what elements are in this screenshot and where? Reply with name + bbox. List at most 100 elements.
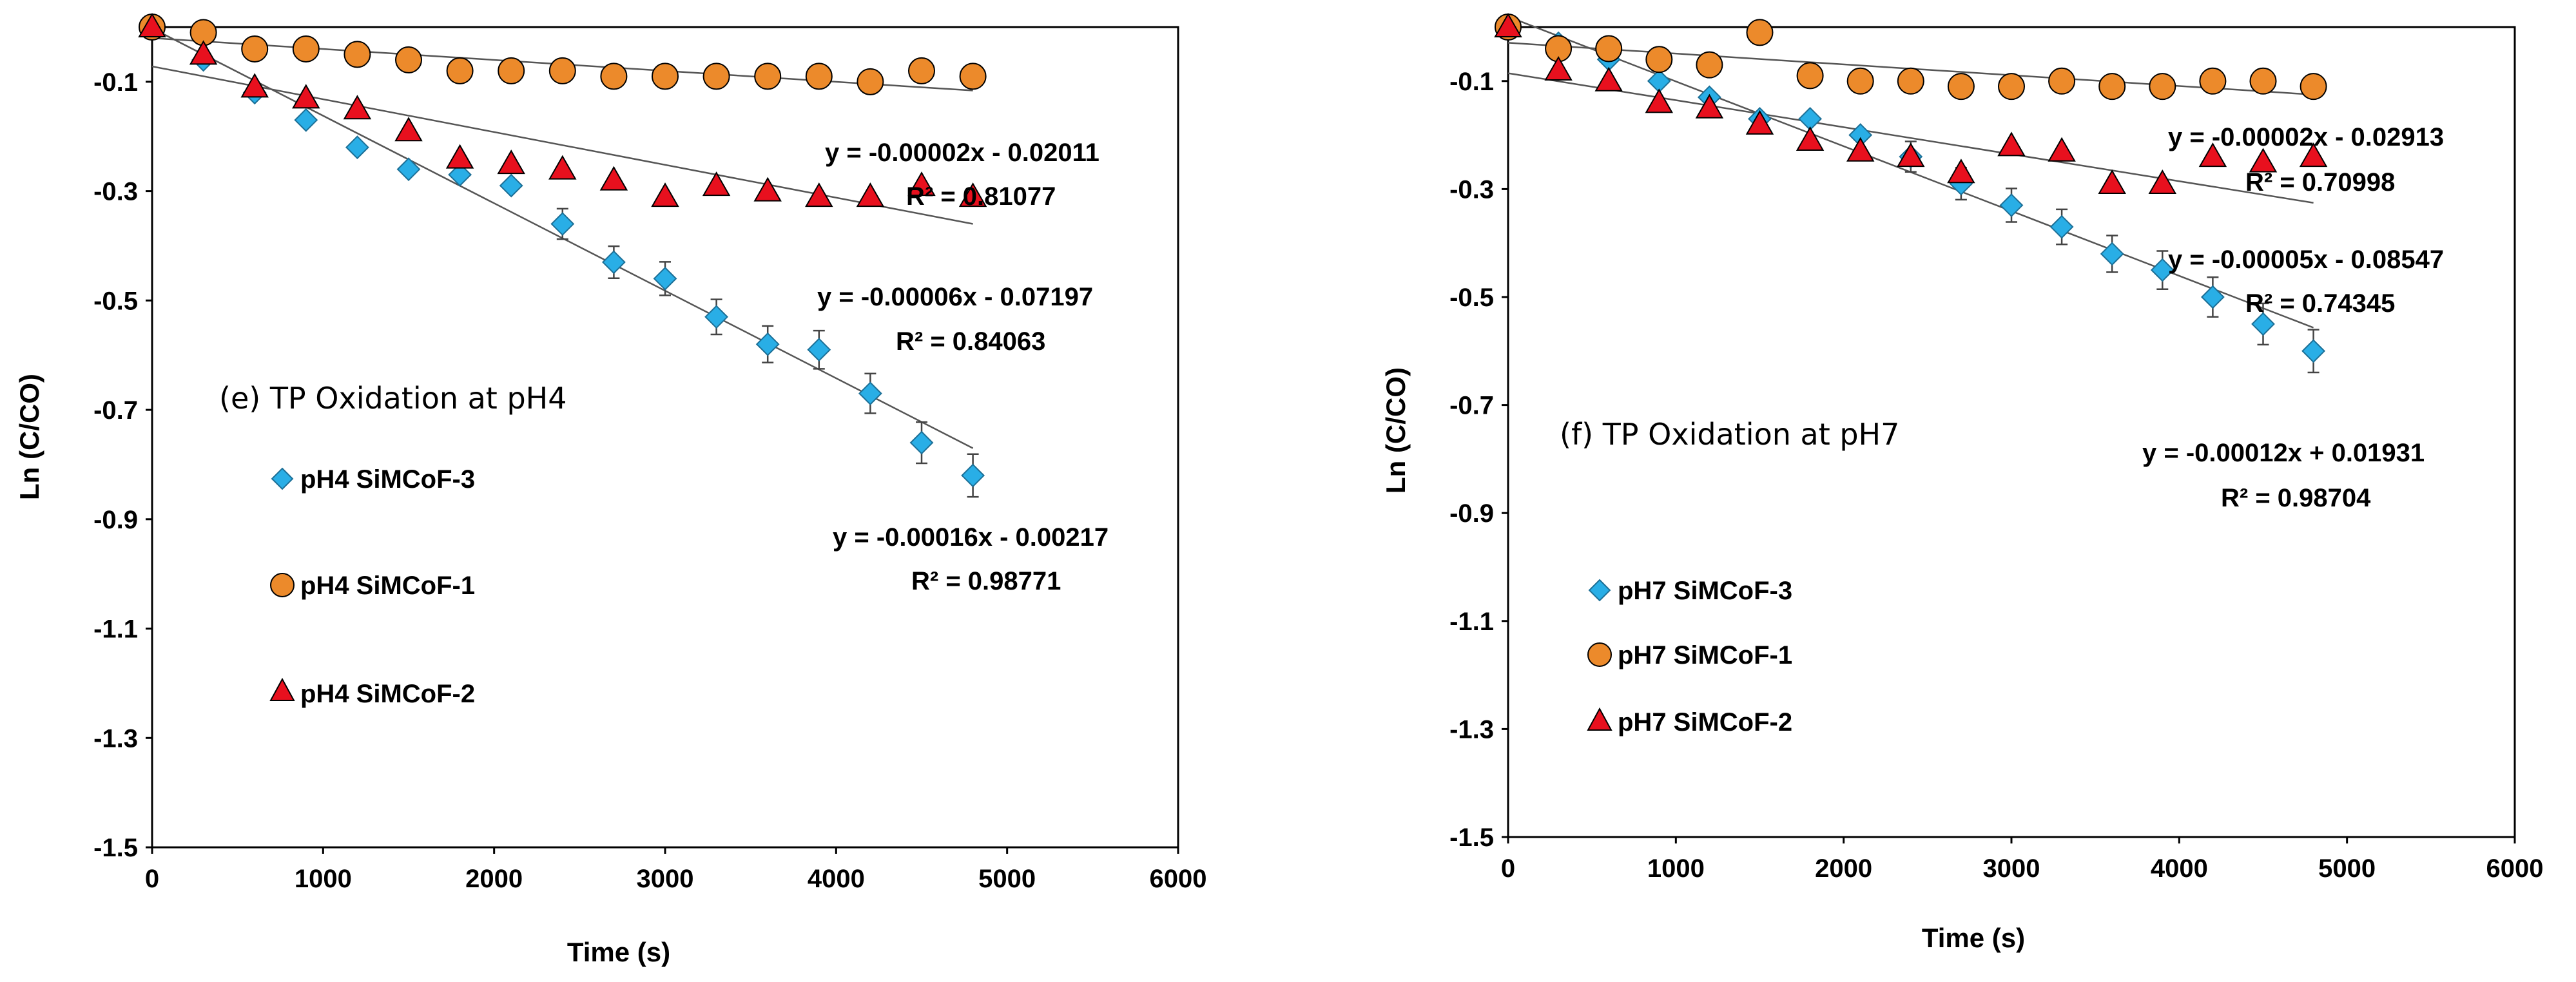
- x-tick-label: 6000: [1150, 865, 1207, 893]
- data-point-series-2: [1696, 51, 1723, 79]
- data-point-series-2: [1897, 67, 1924, 95]
- y-tick-label: -0.3: [93, 178, 138, 206]
- data-point-series-3: [343, 95, 372, 120]
- data-point-series-3: [856, 182, 885, 207]
- data-point-series-2: [1998, 73, 2025, 101]
- data-point-series-1: [499, 173, 523, 198]
- legend-label: pH4 SiMCoF-2: [300, 680, 475, 708]
- equation-label-series-1: y = -0.00016x - 0.00217: [833, 523, 1109, 552]
- data-point-series-3: [138, 12, 166, 37]
- equation-label-series-3: y = -0.00006x - 0.07197: [817, 283, 1093, 311]
- x-tick-label: 6000: [2486, 854, 2544, 883]
- data-point-series-2: [2098, 73, 2126, 101]
- data-point-series-3: [599, 166, 628, 191]
- data-point-series-2: [1846, 67, 1874, 95]
- legend-marker-diamond: [271, 467, 294, 490]
- x-tick-label: 0: [145, 865, 159, 893]
- data-point-series-1: [961, 463, 985, 488]
- data-point-series-3: [1846, 137, 1875, 162]
- y-tick-label: -0.7: [1449, 392, 1494, 420]
- data-point-series-2: [1746, 19, 1774, 46]
- data-point-series-1: [448, 162, 472, 187]
- chart-panel-e: 0 1000 2000 3000 4000 5000 6000 -0.1 -0.3 -0.5 -0.…: [14, 12, 1207, 967]
- chart-panel-f: 0 1000 2000 3000 4000 5000 6000 -0.1 -0.3 -0.5 -0.…: [1380, 12, 2544, 953]
- y-axis-label: Ln (C/CO): [14, 374, 44, 500]
- data-point-series-3: [2198, 142, 2227, 168]
- data-point-series-2: [600, 63, 628, 90]
- legend-marker-triangle: [1587, 707, 1612, 731]
- data-point-series-2: [548, 57, 576, 84]
- x-tick-label: 1000: [1647, 854, 1705, 883]
- data-point-series-2: [1796, 62, 1824, 90]
- x-tick-label: 2000: [465, 865, 523, 893]
- equation-label-series-3: y = -0.00005x - 0.08547: [2168, 246, 2444, 274]
- y-tick-label: -0.1: [1449, 68, 1494, 96]
- data-point-series-2: [2199, 67, 2227, 95]
- r2-label-series-1: R² = 0.98771: [911, 567, 1061, 595]
- x-tick-label: 5000: [978, 865, 1036, 893]
- y-tick-label: -1.5: [93, 834, 138, 862]
- data-point-series-3: [2148, 169, 2177, 195]
- data-point-series-3: [1947, 159, 1975, 184]
- trendline-series-3: [151, 65, 973, 225]
- x-tick-label: 3000: [1983, 854, 2040, 883]
- legend: pH7 SiMCoF-3 pH7 SiMCoF-1 pH7 SiMCoF-2: [1587, 577, 1792, 736]
- data-point-series-3: [1645, 88, 1674, 113]
- data-point-series-2: [959, 63, 987, 90]
- r2-label-series-1: R² = 0.98704: [2221, 484, 2371, 512]
- y-tick-label: -0.3: [1449, 175, 1494, 204]
- data-point-series-2: [702, 63, 730, 90]
- data-point-series-2: [1595, 35, 1623, 63]
- data-point-series-3: [2299, 142, 2328, 168]
- data-point-series-3: [1897, 142, 1925, 168]
- legend-label: pH4 SiMCoF-3: [300, 465, 475, 494]
- y-tick-label: -1.5: [1449, 823, 1494, 852]
- data-point-series-3: [805, 182, 833, 207]
- data-point-series-3: [292, 84, 320, 109]
- data-point-series-2: [2249, 67, 2277, 95]
- panel-title: (f) TP Oxidation at pH7: [1560, 417, 1899, 452]
- data-point-series-2: [857, 68, 884, 95]
- equation-label-series-1: y = -0.00012x + 0.01931: [2142, 439, 2425, 467]
- data-point-series-3: [240, 73, 269, 98]
- y-tick-label: -0.5: [93, 287, 138, 315]
- data-point-series-1: [2251, 312, 2275, 336]
- data-point-series-1: [2301, 339, 2326, 363]
- data-point-series-3: [1494, 12, 1522, 37]
- data-point-series-2: [292, 35, 320, 63]
- data-point-series-1: [345, 135, 369, 160]
- legend-marker-diamond: [1588, 579, 1611, 602]
- data-point-series-2: [1947, 73, 1975, 101]
- data-point-series-3: [394, 117, 423, 142]
- data-point-series-2: [1645, 46, 1673, 73]
- x-tick-label: 4000: [808, 865, 865, 893]
- x-axis-label: Time (s): [1922, 923, 2025, 953]
- legend-label: pH4 SiMCoF-1: [300, 572, 475, 600]
- legend-label: pH7 SiMCoF-3: [1618, 577, 1792, 605]
- y-tick-label: -0.9: [1449, 499, 1494, 528]
- x-axis-label: Time (s): [567, 937, 670, 967]
- equation-label-series-2: y = -0.00002x - 0.02913: [2168, 123, 2444, 151]
- y-tick-label: -1.3: [93, 724, 138, 753]
- data-point-series-2: [754, 63, 782, 90]
- equation-label-series-2: y = -0.00002x - 0.02011: [825, 139, 1099, 167]
- data-point-series-2: [395, 46, 422, 73]
- data-point-series-3: [1594, 66, 1623, 91]
- data-point-series-2: [652, 63, 679, 90]
- data-point-series-1: [1999, 193, 2024, 217]
- data-point-series-3: [702, 171, 731, 197]
- trendline-series-3: [1507, 72, 2314, 204]
- data-point-series-1: [653, 266, 677, 291]
- data-point-series-2: [241, 35, 269, 63]
- legend: pH4 SiMCoF-3 pH4 SiMCoF-1 pH4 SiMCoF-2: [269, 465, 475, 708]
- legend-marker-triangle: [269, 677, 295, 701]
- r2-label-series-3: R² = 0.84063: [896, 327, 1045, 356]
- data-point-series-2: [2048, 67, 2076, 95]
- data-point-series-3: [1544, 56, 1573, 81]
- data-point-series-3: [2249, 148, 2278, 173]
- data-point-series-2: [344, 41, 371, 68]
- data-point-series-1: [2200, 285, 2225, 309]
- data-point-series-3: [1695, 93, 1724, 119]
- x-tick-label: 0: [1501, 854, 1515, 883]
